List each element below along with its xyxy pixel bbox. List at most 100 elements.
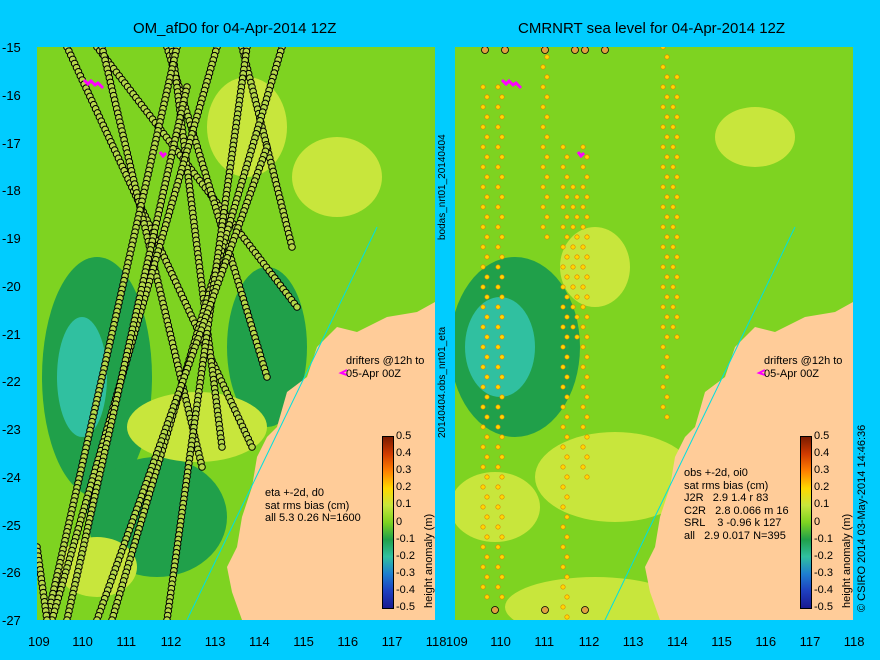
obs-marker bbox=[480, 284, 486, 290]
obs-marker bbox=[495, 384, 501, 390]
obs-marker bbox=[674, 314, 680, 320]
x-tick-label-right: 111 bbox=[534, 634, 555, 649]
obs-marker bbox=[484, 234, 490, 240]
obs-marker bbox=[560, 364, 566, 370]
obs-marker bbox=[480, 424, 486, 430]
y-tick-label: -26 bbox=[2, 565, 21, 581]
x-tick-label-right: 116 bbox=[755, 634, 777, 649]
obs-marker bbox=[499, 134, 505, 140]
obs-marker bbox=[670, 244, 676, 250]
obs-marker bbox=[664, 174, 670, 180]
obs-marker bbox=[484, 414, 490, 420]
obs-marker bbox=[495, 164, 501, 170]
obs-marker bbox=[499, 114, 505, 120]
obs-marker bbox=[670, 144, 676, 150]
obs-marker bbox=[499, 214, 505, 220]
obs-marker bbox=[660, 144, 666, 150]
colorbar-label-left: height anomaly (m) bbox=[423, 513, 435, 608]
obs-marker bbox=[540, 184, 546, 190]
obs-marker bbox=[564, 514, 570, 520]
obs-marker bbox=[580, 164, 586, 170]
obs-marker bbox=[495, 244, 501, 250]
obs-marker bbox=[495, 524, 501, 530]
obs-marker bbox=[664, 334, 670, 340]
obs-marker bbox=[580, 264, 586, 270]
obs-marker bbox=[564, 614, 570, 620]
obs-marker bbox=[570, 224, 576, 230]
obs-marker bbox=[540, 64, 546, 70]
obs-marker bbox=[584, 394, 590, 400]
obs-marker bbox=[484, 174, 490, 180]
obs-marker bbox=[564, 314, 570, 320]
obs-marker bbox=[580, 384, 586, 390]
obs-marker bbox=[574, 294, 580, 300]
obs-marker bbox=[564, 454, 570, 460]
obs-marker bbox=[580, 144, 586, 150]
obs-marker bbox=[499, 574, 505, 580]
obs-marker bbox=[660, 304, 666, 310]
obs-marker bbox=[544, 194, 550, 200]
obs-marker-large bbox=[601, 47, 609, 54]
obs-marker bbox=[564, 554, 570, 560]
obs-marker bbox=[664, 134, 670, 140]
obs-marker bbox=[580, 404, 586, 410]
obs-marker bbox=[484, 494, 490, 500]
obs-marker bbox=[560, 144, 566, 150]
obs-marker bbox=[560, 284, 566, 290]
track-circle bbox=[108, 616, 116, 620]
obs-marker bbox=[495, 84, 501, 90]
obs-marker bbox=[480, 124, 486, 130]
obs-marker bbox=[564, 494, 570, 500]
obs-marker bbox=[584, 274, 590, 280]
obs-marker-large bbox=[541, 47, 549, 54]
obs-marker bbox=[564, 474, 570, 480]
obs-marker bbox=[495, 324, 501, 330]
obs-marker bbox=[580, 284, 586, 290]
obs-marker bbox=[670, 84, 676, 90]
obs-marker bbox=[664, 394, 670, 400]
obs-marker bbox=[560, 504, 566, 510]
obs-marker bbox=[560, 524, 566, 530]
obs-marker bbox=[664, 294, 670, 300]
obs-marker bbox=[495, 404, 501, 410]
obs-marker-large bbox=[501, 47, 509, 54]
obs-marker bbox=[480, 184, 486, 190]
obs-marker bbox=[670, 224, 676, 230]
obs-marker bbox=[580, 244, 586, 250]
obs-marker bbox=[484, 574, 490, 580]
obs-marker bbox=[495, 104, 501, 110]
obs-marker bbox=[660, 364, 666, 370]
obs-marker bbox=[499, 274, 505, 280]
obs-marker bbox=[484, 394, 490, 400]
x-tick-label-left: 112 bbox=[160, 634, 182, 649]
obs-marker bbox=[560, 184, 566, 190]
obs-marker bbox=[580, 444, 586, 450]
x-tick-label-right: 112 bbox=[578, 634, 600, 649]
obs-marker bbox=[574, 334, 580, 340]
right-drifters-note: drifters @12h to 05-Apr 00Z bbox=[764, 355, 843, 380]
obs-marker bbox=[574, 274, 580, 280]
obs-marker bbox=[499, 194, 505, 200]
obs-marker bbox=[560, 544, 566, 550]
obs-marker bbox=[570, 264, 576, 270]
obs-marker bbox=[580, 344, 586, 350]
left-drifters-note: drifters @12h to 05-Apr 00Z bbox=[346, 355, 425, 380]
obs-marker bbox=[584, 354, 590, 360]
obs-marker bbox=[480, 84, 486, 90]
obs-marker bbox=[674, 214, 680, 220]
track-circle bbox=[63, 616, 71, 620]
x-tick-label-right: 109 bbox=[446, 634, 468, 649]
colorbar-tick: -0.3 bbox=[814, 566, 833, 579]
obs-marker bbox=[660, 384, 666, 390]
obs-marker bbox=[544, 114, 550, 120]
obs-marker bbox=[495, 584, 501, 590]
obs-marker bbox=[674, 334, 680, 340]
obs-marker bbox=[580, 464, 586, 470]
y-tick-label: -24 bbox=[2, 469, 21, 485]
drifter-markers bbox=[82, 78, 348, 376]
obs-marker bbox=[580, 424, 586, 430]
obs-marker bbox=[495, 124, 501, 130]
obs-marker bbox=[584, 174, 590, 180]
obs-marker bbox=[584, 474, 590, 480]
obs-marker bbox=[495, 144, 501, 150]
